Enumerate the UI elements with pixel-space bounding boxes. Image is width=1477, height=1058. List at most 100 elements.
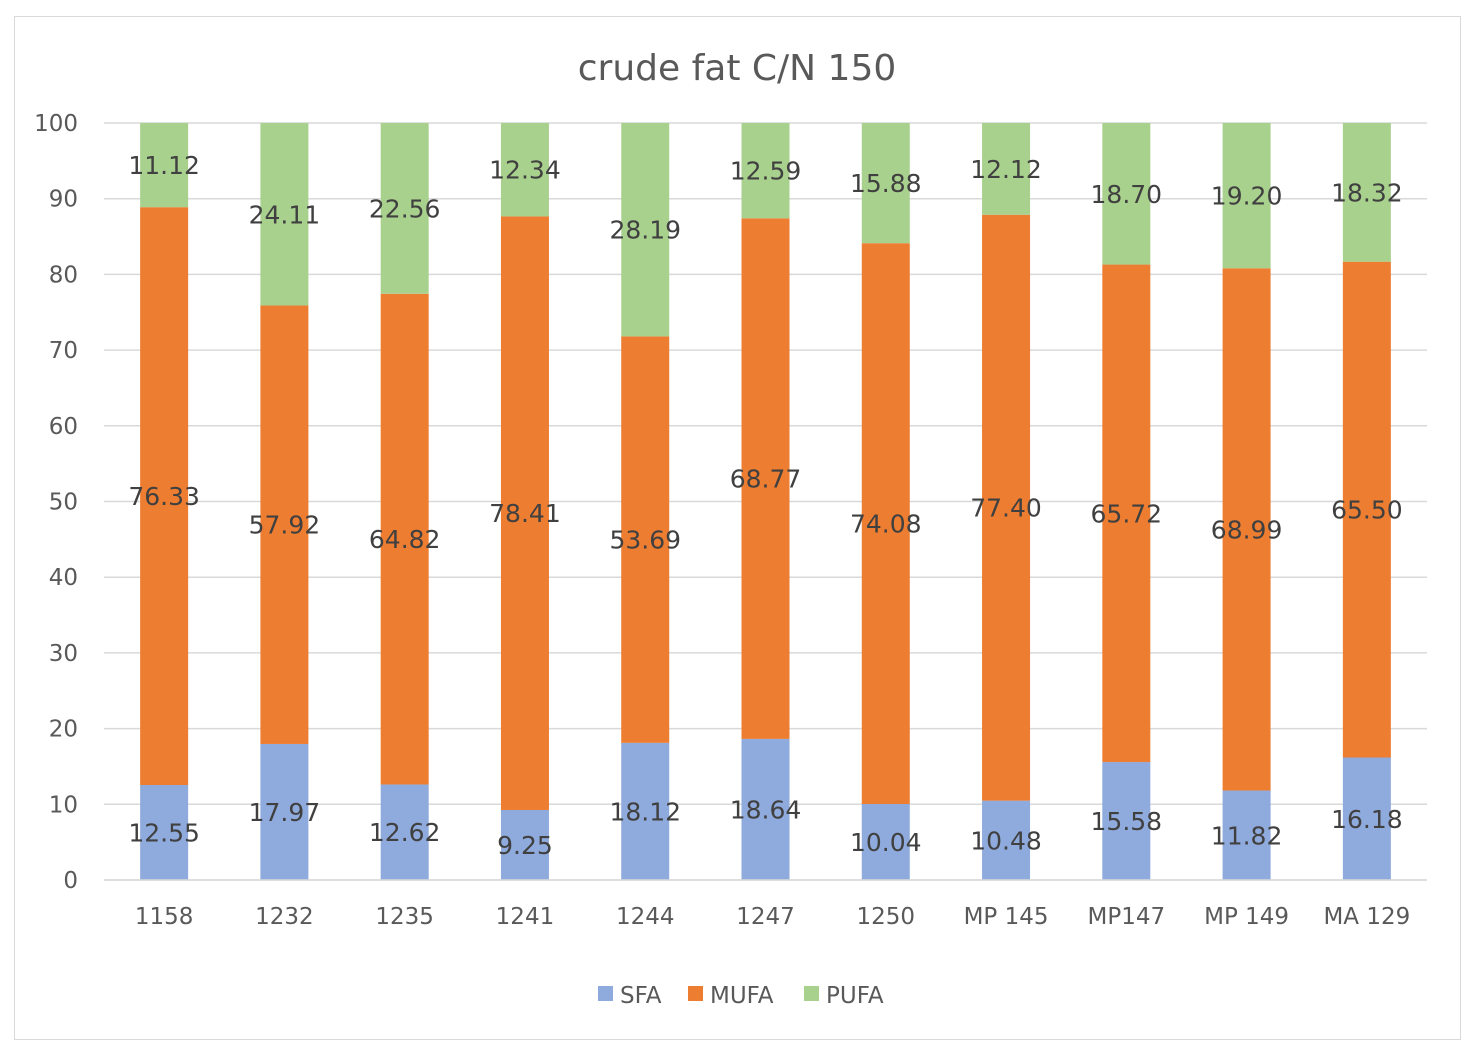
x-tick-label: 1158 <box>135 904 194 930</box>
y-tick-label: 70 <box>49 338 78 364</box>
data-label-sfa: 10.48 <box>970 826 1042 855</box>
bar-sfa-1250 <box>861 803 910 880</box>
y-tick-label: 100 <box>34 111 78 137</box>
x-tick-label: 1241 <box>496 904 555 930</box>
bar-mufa-1235 <box>380 293 429 785</box>
bar-mufa-1247 <box>741 218 790 739</box>
bar-sfa-1244 <box>621 742 670 880</box>
bar-pufa-mp-149 <box>1222 122 1271 269</box>
x-tick-label: MP 145 <box>964 904 1049 930</box>
data-label-mufa: 64.82 <box>369 525 441 554</box>
data-label-pufa: 11.12 <box>128 151 200 180</box>
x-tick-label: 1232 <box>255 904 314 930</box>
bar-mufa-mp147 <box>1102 264 1151 763</box>
y-axis: 0 10 20 30 40 50 60 70 80 90 100 <box>34 111 78 894</box>
data-label-sfa: 9.25 <box>497 831 553 860</box>
data-label-sfa: 18.64 <box>730 795 802 824</box>
bar-pufa-1241 <box>500 123 549 217</box>
data-label-pufa: 12.59 <box>730 157 802 186</box>
bar-pufa-1232 <box>260 123 309 306</box>
bar-sfa-mp-145 <box>982 800 1031 880</box>
data-label-sfa: 16.18 <box>1331 805 1403 834</box>
bars <box>140 122 1391 880</box>
bar-pufa-1158 <box>140 123 189 208</box>
y-tick-label: 40 <box>49 565 78 591</box>
bar-mufa-mp-145 <box>982 214 1031 801</box>
bar-mufa-1241 <box>500 216 549 810</box>
bar-sfa-1158 <box>140 784 189 880</box>
bar-mufa-1158 <box>140 207 189 785</box>
data-label-mufa: 65.72 <box>1091 499 1163 528</box>
bar-sfa-1241 <box>500 809 549 880</box>
data-label-pufa: 28.19 <box>609 216 681 245</box>
bar-pufa-1244 <box>621 123 670 337</box>
data-label-pufa: 24.11 <box>249 200 321 229</box>
data-label-sfa: 12.62 <box>369 818 441 847</box>
bar-sfa-mp-149 <box>1222 790 1271 880</box>
y-tick-label: 80 <box>49 262 78 288</box>
data-labels: 12.55 76.33 11.12 17.97 57.92 24.11 12.62 64.82… <box>128 151 1402 860</box>
y-tick-label: 10 <box>49 792 78 818</box>
y-tick-label: 0 <box>63 868 78 894</box>
chart-title: crude fat C/N 150 <box>578 48 897 89</box>
data-label-sfa: 10.04 <box>850 828 922 857</box>
legend-swatch-mufa <box>688 986 703 1001</box>
bar-pufa-1250 <box>861 123 910 244</box>
x-tick-label: 1250 <box>856 904 915 930</box>
legend-label-pufa: PUFA <box>826 983 884 1009</box>
data-label-mufa: 68.99 <box>1211 515 1283 544</box>
legend-swatch-sfa <box>598 986 613 1001</box>
y-tick-label: 30 <box>49 641 78 667</box>
y-tick-label: 90 <box>49 187 78 213</box>
bar-sfa-1247 <box>741 738 790 880</box>
legend: SFA MUFA PUFA <box>598 983 884 1009</box>
data-label-mufa: 74.08 <box>850 510 922 539</box>
bar-sfa-mp147 <box>1102 762 1151 880</box>
bar-mufa-1244 <box>621 336 670 743</box>
bar-pufa-1247 <box>741 123 790 219</box>
x-tick-label: 1235 <box>375 904 434 930</box>
data-label-pufa: 18.70 <box>1091 180 1163 209</box>
bar-pufa-mp-145 <box>982 123 1031 215</box>
data-label-mufa: 76.33 <box>128 482 200 511</box>
bar-mufa-1232 <box>260 305 309 744</box>
bar-mufa-1250 <box>861 243 910 804</box>
bar-pufa-ma-129 <box>1342 123 1391 262</box>
bar-mufa-mp-149 <box>1222 268 1271 791</box>
bar-sfa-1232 <box>260 743 309 880</box>
y-tick-label: 60 <box>49 414 78 440</box>
bar-pufa-mp147 <box>1102 123 1151 265</box>
data-label-mufa: 68.77 <box>730 465 802 494</box>
data-label-mufa: 65.50 <box>1331 496 1403 525</box>
x-axis: 1158 1232 1235 1241 1244 1247 1250 MP 145 MP147 M… <box>104 879 1427 930</box>
legend-label-sfa: SFA <box>620 983 662 1009</box>
legend-label-mufa: MUFA <box>710 983 774 1009</box>
x-tick-label: 1247 <box>736 904 795 930</box>
data-label-pufa: 12.12 <box>970 155 1042 184</box>
bar-sfa-ma-129 <box>1342 757 1391 880</box>
data-label-pufa: 19.20 <box>1211 182 1283 211</box>
y-tick-label: 50 <box>49 490 78 516</box>
data-label-mufa: 77.40 <box>970 494 1042 523</box>
data-label-pufa: 15.88 <box>850 169 922 198</box>
data-label-mufa: 78.41 <box>489 499 561 528</box>
chart-frame <box>14 16 1461 1040</box>
data-label-pufa: 22.56 <box>369 194 441 223</box>
data-label-sfa: 17.97 <box>249 798 321 827</box>
x-tick-label: MP 149 <box>1204 904 1289 930</box>
data-label-mufa: 53.69 <box>609 526 681 555</box>
data-label-sfa: 11.82 <box>1211 821 1283 850</box>
data-label-sfa: 12.55 <box>128 818 200 847</box>
bar-sfa-1235 <box>380 784 429 880</box>
data-label-pufa: 18.32 <box>1331 178 1403 207</box>
data-label-mufa: 57.92 <box>249 511 321 540</box>
data-label-pufa: 12.34 <box>489 156 561 185</box>
bar-mufa-ma-129 <box>1342 261 1391 758</box>
x-tick-label: 1244 <box>616 904 675 930</box>
data-label-sfa: 15.58 <box>1091 807 1163 836</box>
legend-swatch-pufa <box>804 986 819 1001</box>
data-label-sfa: 18.12 <box>609 797 681 826</box>
x-tick-label: MP147 <box>1088 904 1166 930</box>
bar-pufa-1235 <box>380 123 429 294</box>
